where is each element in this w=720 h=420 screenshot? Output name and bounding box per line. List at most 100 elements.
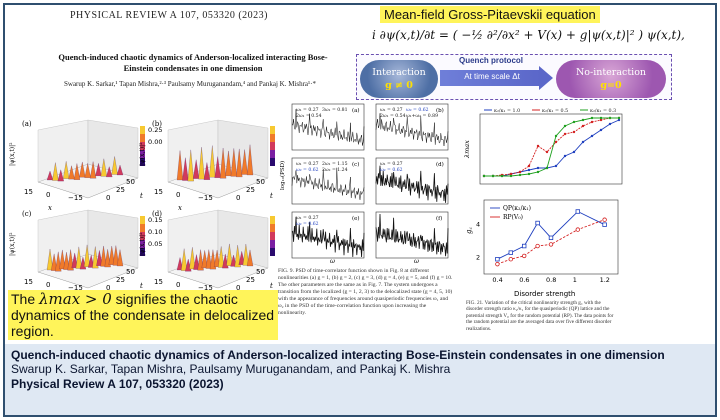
colorbar — [140, 216, 145, 256]
lambda-point — [599, 116, 603, 120]
lambda-point — [545, 166, 549, 170]
lambda-point — [536, 166, 540, 170]
density-ridge — [241, 149, 248, 175]
x-tick: 15 — [24, 188, 33, 196]
density-ridge — [203, 162, 211, 180]
lambda-point — [572, 150, 576, 154]
lambda-point — [581, 124, 585, 128]
gc-point — [522, 243, 527, 249]
density-ridge — [218, 246, 225, 268]
lambda-series — [484, 117, 619, 177]
t-tick: 0 — [106, 284, 110, 292]
colorbar-segment — [270, 224, 275, 232]
lambda-point — [500, 174, 504, 178]
psd-panel: (f) — [375, 211, 449, 259]
psd-annotation: ω₂ = 0.62 — [296, 221, 319, 227]
density-ridge — [67, 249, 74, 271]
lambda-point — [527, 168, 531, 172]
density-ridge — [193, 254, 200, 270]
chaos-statement: The λmax > 0 signifies the chaotic dynam… — [8, 290, 278, 340]
colorbar-segment — [270, 248, 275, 256]
colorbar-tick: 0.10 — [148, 228, 162, 236]
colorbar-segment — [270, 232, 275, 240]
t-axis-label: t — [140, 192, 143, 200]
quench-arrow — [440, 70, 540, 86]
psd-annotation: 2ω₁ = 1.15 — [322, 161, 348, 167]
density-ridge — [116, 249, 124, 267]
colorbar-segment — [140, 216, 145, 224]
density-ridge — [242, 244, 249, 266]
lambda-point — [590, 116, 594, 120]
t-tick: 50 — [256, 178, 265, 186]
density-ridge — [95, 163, 102, 176]
psd-annotation: ω₂ = 0.62 — [406, 107, 429, 113]
colorbar-segment — [140, 142, 145, 150]
t-axis-label: t — [270, 192, 273, 200]
t-tick: 25 — [116, 186, 125, 194]
colorbar-segment — [140, 232, 145, 240]
gc-y-tick: 2 — [476, 254, 480, 262]
gc-point — [602, 217, 607, 222]
psd-panel-label: (d) — [436, 161, 444, 168]
gc-y-tick: 4 — [476, 221, 480, 229]
statement-before: The — [11, 291, 40, 307]
nointeraction-label: No-interaction — [575, 67, 647, 78]
gc-point — [495, 257, 500, 262]
density-ridge — [193, 159, 200, 179]
t-tick: 25 — [116, 276, 125, 284]
psd-x-label: ω — [330, 258, 335, 265]
lambda-point — [554, 164, 558, 168]
lambda-point — [563, 154, 567, 158]
density-ridge — [68, 165, 75, 180]
density-ridge — [213, 250, 221, 267]
density-ridge — [176, 150, 184, 181]
z-axis-label: |ψ(x,t)|² — [139, 142, 146, 166]
lambda-point — [608, 122, 612, 126]
gc-x-tick: 0.4 — [492, 276, 502, 284]
density-ridge — [187, 149, 194, 182]
lambda-max-plot: λmax κ₂/κ₁ = 1.0 κ₂/κ₁ = 0.5 κ₂/κ₁ = 0.3 — [463, 108, 623, 185]
gc-x-tick: 0.6 — [519, 276, 529, 284]
quench-label: Quench protocol — [459, 56, 523, 65]
colorbar-segment — [270, 158, 275, 166]
colorbar-segment — [140, 224, 145, 232]
psd-x-label: ω — [414, 258, 419, 265]
colorbar-segment — [270, 142, 275, 150]
paper-authors: Swarup K. Sarkar,¹ Tapan Mishra,²·³ Paul… — [64, 80, 316, 88]
density-ridge — [52, 162, 59, 181]
gp-equation: i ∂ψ(x,t)/∂t = ( −½ ∂²/∂x² + V(x) + g|ψ(… — [372, 28, 685, 42]
x-tick: −15 — [68, 284, 83, 292]
colorbar-segment — [140, 248, 145, 256]
x-tick: −15 — [68, 194, 83, 202]
t-tick: 0 — [106, 194, 110, 202]
gc-point — [508, 250, 513, 255]
gc-point — [522, 253, 527, 259]
lambda-point — [527, 164, 531, 168]
quench-arrow-head — [539, 66, 553, 90]
density-ridge — [116, 164, 124, 176]
paper-title: Quench-induced chaotic dynamics of Ander… — [58, 52, 328, 73]
density-ridge — [209, 145, 216, 178]
lambda-point — [527, 172, 531, 176]
gc-point — [575, 209, 580, 214]
gc-point — [495, 261, 500, 267]
psd-annotation: ω₁ = 0.27 — [296, 161, 319, 167]
interaction-state: Interaction g ≠ 0 — [360, 60, 438, 98]
colorbar-segment — [270, 150, 275, 158]
lambda-point — [572, 130, 576, 134]
colorbar-segment — [140, 126, 145, 134]
gc-legend-entry: RP(V₀) — [503, 214, 523, 221]
lambda-legend-entry: κ₂/κ₁ = 1.0 — [494, 108, 520, 114]
gc-point — [575, 227, 580, 232]
psd-annotation: ω₁+ω₂ = 0.89 — [406, 113, 438, 119]
lambda-point — [608, 116, 612, 120]
colorbar-tick: 0.00 — [148, 138, 162, 146]
psd-curve — [291, 167, 365, 200]
x-tick: 15 — [154, 188, 163, 196]
